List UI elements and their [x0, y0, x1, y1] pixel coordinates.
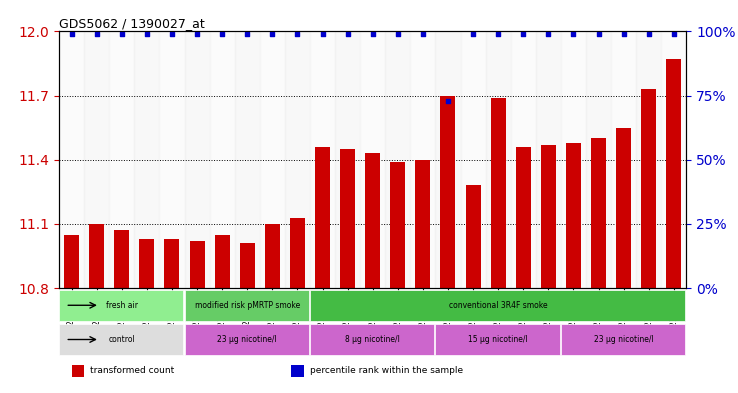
- Bar: [114, 230, 129, 393]
- Bar: [335, 31, 360, 288]
- Point: [116, 31, 128, 37]
- Point: [492, 31, 504, 37]
- Bar: [59, 31, 84, 288]
- Point: [517, 31, 529, 37]
- Point: [292, 31, 303, 37]
- Bar: [310, 31, 335, 288]
- Bar: [466, 185, 480, 393]
- FancyBboxPatch shape: [310, 290, 685, 321]
- Bar: [89, 224, 104, 393]
- Text: control: control: [108, 335, 135, 344]
- Bar: [666, 59, 681, 393]
- Bar: [291, 365, 304, 376]
- Point: [643, 31, 655, 37]
- Point: [91, 31, 103, 37]
- Text: 23 μg nicotine/l: 23 μg nicotine/l: [218, 335, 277, 344]
- FancyBboxPatch shape: [561, 324, 685, 355]
- Bar: [290, 218, 305, 393]
- FancyBboxPatch shape: [184, 324, 308, 355]
- Point: [266, 31, 278, 37]
- Bar: [511, 31, 536, 288]
- Point: [216, 31, 228, 37]
- Bar: [64, 235, 79, 393]
- Point: [542, 31, 554, 37]
- Point: [166, 31, 178, 37]
- Bar: [210, 31, 235, 288]
- Bar: [636, 31, 661, 288]
- FancyBboxPatch shape: [310, 324, 434, 355]
- Text: fresh air: fresh air: [106, 301, 138, 310]
- FancyBboxPatch shape: [59, 290, 183, 321]
- Bar: [285, 31, 310, 288]
- Point: [342, 31, 354, 37]
- Bar: [536, 31, 561, 288]
- Bar: [235, 31, 260, 288]
- Point: [467, 31, 479, 37]
- Point: [367, 31, 379, 37]
- Bar: [184, 31, 210, 288]
- Point: [442, 97, 454, 104]
- Point: [392, 31, 404, 37]
- Bar: [265, 224, 280, 393]
- Bar: [661, 31, 686, 288]
- Text: 15 μg nicotine/l: 15 μg nicotine/l: [469, 335, 528, 344]
- Point: [618, 31, 630, 37]
- Text: 8 μg nicotine/l: 8 μg nicotine/l: [345, 335, 400, 344]
- Text: GDS5062 / 1390027_at: GDS5062 / 1390027_at: [59, 17, 204, 30]
- FancyBboxPatch shape: [184, 290, 308, 321]
- Text: percentile rank within the sample: percentile rank within the sample: [310, 366, 463, 375]
- Bar: [109, 31, 134, 288]
- Bar: [641, 89, 656, 393]
- Bar: [491, 98, 506, 393]
- Bar: [315, 147, 330, 393]
- Text: 23 μg nicotine/l: 23 μg nicotine/l: [594, 335, 653, 344]
- Bar: [134, 31, 159, 288]
- Bar: [165, 239, 179, 393]
- Bar: [390, 162, 405, 393]
- FancyBboxPatch shape: [59, 324, 183, 355]
- Bar: [435, 31, 461, 288]
- Point: [141, 31, 153, 37]
- Point: [317, 31, 328, 37]
- Bar: [461, 31, 486, 288]
- Text: conventional 3R4F smoke: conventional 3R4F smoke: [449, 301, 548, 310]
- Text: modified risk pMRTP smoke: modified risk pMRTP smoke: [195, 301, 300, 310]
- Bar: [611, 31, 636, 288]
- Bar: [260, 31, 285, 288]
- Point: [668, 31, 680, 37]
- Bar: [561, 31, 586, 288]
- Bar: [139, 239, 154, 393]
- Bar: [215, 235, 230, 393]
- Point: [66, 31, 77, 37]
- Bar: [385, 31, 410, 288]
- Text: transformed count: transformed count: [90, 366, 175, 375]
- Point: [417, 31, 429, 37]
- Bar: [340, 149, 355, 393]
- Bar: [441, 95, 455, 393]
- Bar: [566, 143, 581, 393]
- Bar: [84, 31, 109, 288]
- Bar: [365, 153, 380, 393]
- Point: [568, 31, 579, 37]
- Bar: [486, 31, 511, 288]
- Bar: [360, 31, 385, 288]
- Bar: [410, 31, 435, 288]
- FancyBboxPatch shape: [435, 324, 559, 355]
- Bar: [240, 243, 255, 393]
- Bar: [586, 31, 611, 288]
- Bar: [159, 31, 184, 288]
- Bar: [516, 147, 531, 393]
- Bar: [72, 365, 84, 376]
- Point: [191, 31, 203, 37]
- Point: [593, 31, 604, 37]
- Bar: [415, 160, 430, 393]
- Bar: [616, 128, 631, 393]
- Point: [241, 31, 253, 37]
- Bar: [541, 145, 556, 393]
- Bar: [190, 241, 204, 393]
- Bar: [591, 138, 606, 393]
